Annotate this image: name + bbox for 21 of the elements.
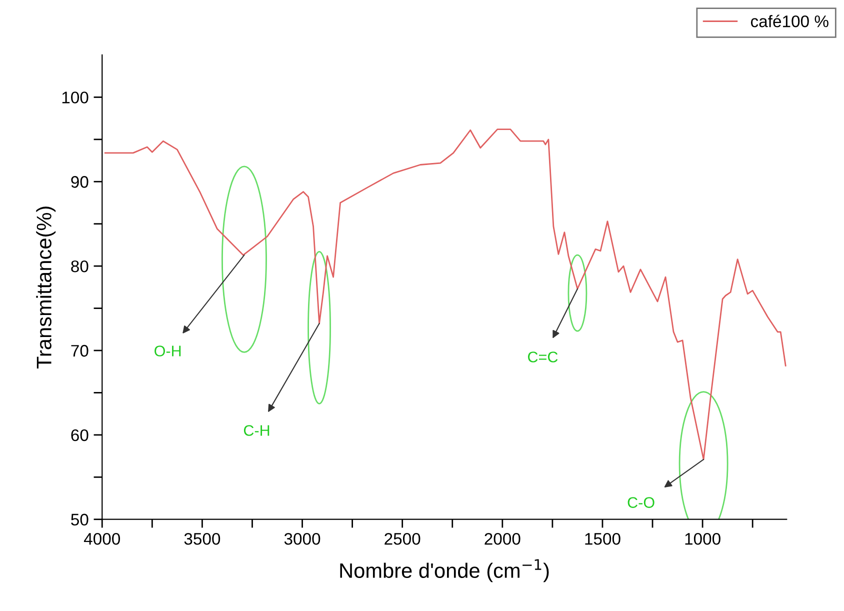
x-axis-title: Nombre d'onde (cm$^{−1}$) [340, 559, 549, 582]
x-tick-label: 2500 [384, 532, 420, 545]
annotation: C-H [244, 425, 270, 436]
annotation: C-O [628, 497, 654, 508]
x-tick-label: 1000 [685, 532, 720, 545]
y-tick-label: 80 [71, 260, 88, 272]
x-tick-label: 2000 [484, 532, 520, 545]
x-tick-label: 3500 [184, 532, 220, 545]
legend-label: café100 % [750, 14, 828, 28]
annotation: O-H [154, 346, 181, 356]
line-series [104, 128, 786, 460]
y-axis-title: Transmittance(%) [36, 206, 56, 368]
y-tick-label: 100 [62, 92, 88, 104]
x-tick-label: 1500 [585, 532, 620, 545]
y-tick-label: 50 [71, 514, 88, 526]
x-tick-label: 4000 [84, 532, 120, 545]
x-tick-label: 3000 [284, 532, 320, 545]
annotation: C=C [528, 352, 558, 362]
y-tick-label: 60 [71, 429, 88, 442]
y-tick-label: 70 [71, 344, 88, 357]
y-tick-label: 90 [71, 176, 88, 188]
